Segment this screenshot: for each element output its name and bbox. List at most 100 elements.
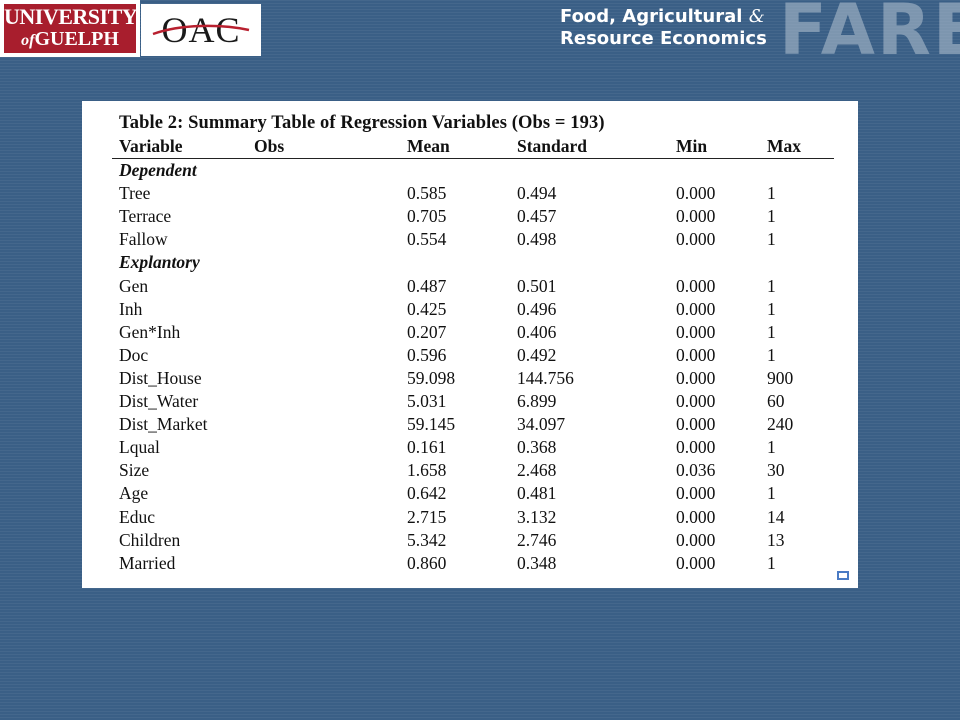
- cell-mean: 0.487: [407, 275, 447, 296]
- cell-max: 60: [767, 391, 785, 411]
- cell-min: 0.000: [676, 483, 716, 504]
- fare-wordmark: FARE: [779, 0, 960, 71]
- cell-mean: 0.596: [407, 344, 447, 365]
- cell-min: 0.000: [676, 229, 716, 250]
- table-row: Tree 0.585 0.494 0.000 1: [82, 183, 858, 206]
- cell-max: 1: [767, 298, 776, 319]
- cell-min: 0.000: [676, 437, 716, 458]
- cell-min: 0.000: [676, 298, 716, 319]
- section-label: Explantory: [119, 252, 200, 273]
- cell-std: 144.756: [517, 367, 574, 388]
- table-row: Dist_House 59.098 144.756 0.000 900: [82, 368, 858, 391]
- department-name-line2: Resource Economics: [560, 28, 767, 49]
- department-name-line1: Food, Agricultural &: [560, 6, 765, 28]
- cell-variable: Size: [119, 460, 150, 481]
- cell-min: 0.000: [676, 275, 716, 296]
- cell-std: 0.501: [517, 275, 557, 296]
- cell-max: 14: [767, 506, 785, 527]
- cell-min: 0.000: [676, 344, 716, 365]
- cell-std: 6.899: [517, 391, 557, 411]
- oac-logo: OAC: [141, 4, 261, 56]
- cell-std: 0.494: [517, 183, 557, 204]
- cell-min: 0.000: [676, 391, 716, 411]
- cell-std: 0.457: [517, 206, 557, 227]
- cell-min: 0.000: [676, 183, 716, 204]
- cell-std: 3.132: [517, 506, 557, 527]
- cell-max: 30: [767, 460, 785, 481]
- cell-max: 1: [767, 183, 776, 204]
- cell-std: 2.468: [517, 460, 557, 481]
- cell-mean: 0.207: [407, 321, 447, 342]
- cell-mean: 59.145: [407, 414, 456, 435]
- cell-variable: Married: [119, 552, 176, 573]
- fare-logo: FARE Food, Agricultural & Resource Econo…: [553, 0, 960, 66]
- cell-mean: 5.342: [407, 529, 447, 550]
- oac-logo-text: OAC: [161, 10, 241, 50]
- section-label: Dependent: [119, 160, 197, 180]
- cell-mean: 0.161: [407, 437, 447, 458]
- cell-max: 900: [767, 367, 794, 388]
- summary-table-image: Table 2: Summary Table of Regression Var…: [82, 101, 858, 588]
- column-header-mean: Mean: [407, 136, 450, 156]
- cell-min: 0.000: [676, 206, 716, 227]
- header-bar: UNIVERSITY ofGUELPH OAC FARE Food, Agric…: [0, 0, 960, 66]
- cell-variable: Dist_Market: [119, 414, 208, 435]
- table-row: Lqual 0.161 0.368 0.000 1: [82, 437, 858, 460]
- table-row: Educ 2.715 3.132 0.000 14: [82, 507, 858, 530]
- oac-swoosh-icon: [152, 24, 250, 36]
- table-title: Table 2: Summary Table of Regression Var…: [119, 113, 605, 133]
- cell-mean: 1.658: [407, 460, 447, 481]
- cell-mean: 0.642: [407, 483, 447, 504]
- cell-std: 0.406: [517, 321, 557, 342]
- cell-variable: Inh: [119, 298, 143, 319]
- cell-min: 0.000: [676, 529, 716, 550]
- university-logo-guelph: GUELPH: [34, 28, 119, 50]
- cell-mean: 5.031: [407, 391, 447, 411]
- cell-std: 0.492: [517, 344, 557, 365]
- column-header-variable: Variable: [119, 136, 183, 156]
- table-row: Size 1.658 2.468 0.036 30: [82, 460, 858, 483]
- cell-min: 0.000: [676, 414, 716, 435]
- column-header-max: Max: [767, 136, 802, 156]
- table-row: Married 0.860 0.348 0.000 1: [82, 553, 858, 576]
- cell-mean: 0.425: [407, 298, 447, 319]
- cell-mean: 0.860: [407, 552, 447, 573]
- cell-variable: Fallow: [119, 229, 168, 250]
- cell-mean: 0.705: [407, 206, 447, 227]
- table-row: Age 0.642 0.481 0.000 1: [82, 483, 858, 506]
- cell-variable: Gen: [119, 275, 149, 296]
- cell-max: 1: [767, 206, 776, 227]
- slide-notes-icon[interactable]: [837, 571, 849, 580]
- table-row: Gen*Inh 0.207 0.406 0.000 1: [82, 322, 858, 345]
- cell-max: 1: [767, 321, 776, 342]
- cell-max: 240: [767, 414, 794, 435]
- cell-variable: Children: [119, 529, 181, 550]
- cell-min: 0.000: [676, 321, 716, 342]
- cell-std: 0.496: [517, 298, 557, 319]
- cell-max: 13: [767, 529, 785, 550]
- column-header-standard: Standard: [517, 136, 588, 156]
- cell-mean: 59.098: [407, 367, 456, 388]
- table-row: Doc 0.596 0.492 0.000 1: [82, 345, 858, 368]
- cell-std: 0.368: [517, 437, 557, 458]
- table-row: Fallow 0.554 0.498 0.000 1: [82, 229, 858, 252]
- table-row: Dist_Market 59.145 34.097 0.000 240: [82, 414, 858, 437]
- table-row: Inh 0.425 0.496 0.000 1: [82, 299, 858, 322]
- cell-std: 0.348: [517, 552, 557, 573]
- university-logo-line2: ofGUELPH: [4, 28, 136, 52]
- cell-std: 0.498: [517, 229, 557, 250]
- cell-variable: Dist_Water: [119, 391, 199, 411]
- cell-min: 0.000: [676, 367, 716, 388]
- cell-variable: Age: [119, 483, 149, 504]
- cell-variable: Lqual: [119, 437, 160, 458]
- table-row: Children 5.342 2.746 0.000 13: [82, 530, 858, 553]
- cell-max: 1: [767, 552, 776, 573]
- table-row: Terrace 0.705 0.457 0.000 1: [82, 206, 858, 229]
- cell-mean: 0.554: [407, 229, 447, 250]
- cell-mean: 2.715: [407, 506, 447, 527]
- cell-variable: Dist_House: [119, 367, 202, 388]
- cell-std: 0.481: [517, 483, 557, 504]
- cell-variable: Terrace: [119, 206, 172, 227]
- header-divider: [112, 158, 834, 159]
- cell-std: 2.746: [517, 529, 557, 550]
